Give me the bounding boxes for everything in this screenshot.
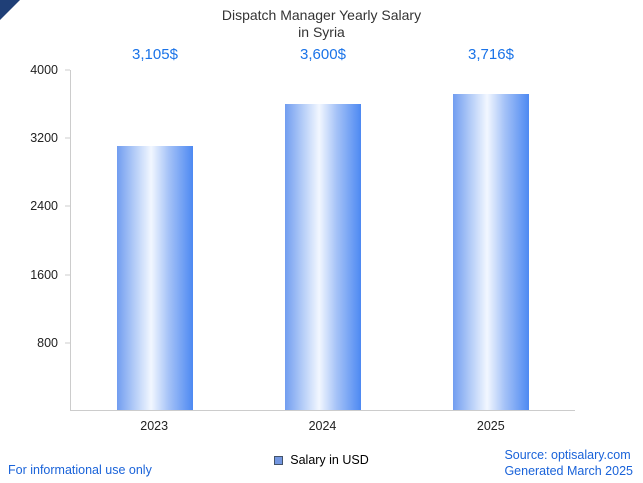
bar-slot: 3,600$ [239,46,407,410]
bar-slot: 3,716$ [407,46,575,410]
source-link[interactable]: Source: optisalary.com [504,448,631,462]
y-tick-mark [65,137,70,139]
x-axis-labels: 2023 2024 2025 [70,419,575,433]
x-axis-label: 2023 [140,419,169,433]
generated-date: Generated March 2025 [504,464,633,478]
y-tick-mark [65,274,70,276]
bar-2024 [285,104,361,410]
chart-title-line1: Dispatch Manager Yearly Salary [221,7,422,23]
plot-area: 3,105$ 3,600$ 3,716$ [70,46,575,411]
x-axis-label: 2025 [476,419,505,433]
legend: Salary in USD [0,453,643,467]
x-axis-label: 2024 [308,419,337,433]
bar-value-label: 3,105$ [132,46,178,63]
y-tick-mark [65,205,70,207]
bar-value-label: 3,716$ [468,46,514,63]
source-block: Source: optisalary.com Generated March 2… [504,447,633,479]
y-tick-label: 1600 [30,267,58,282]
y-axis: 800 1600 2400 3200 4000 [0,63,70,411]
corner-fold-decoration [0,0,20,20]
disclaimer-text: For informational use only [8,463,152,477]
y-tick-label: 4000 [30,63,58,77]
chart-title: Dispatch Manager Yearly Salary in Syria [0,7,643,41]
chart-title-line2: in Syria [298,24,345,40]
bar-2023 [117,146,193,410]
y-tick-label: 800 [37,335,58,350]
bar-value-label: 3,600$ [300,46,346,63]
y-tick-label: 2400 [30,199,58,214]
bar-slot: 3,105$ [71,46,239,410]
y-tick-mark [65,69,70,71]
legend-label: Salary in USD [290,453,369,467]
y-tick-label: 3200 [30,131,58,146]
bar-2025 [453,94,529,410]
y-tick-mark [65,342,70,344]
legend-swatch-icon [274,455,284,465]
